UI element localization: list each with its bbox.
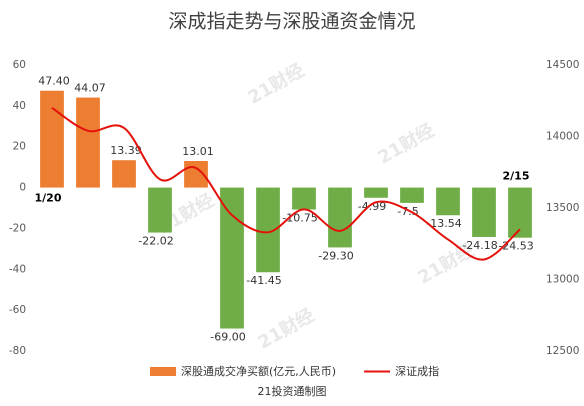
watermark: 21财经 [254,304,318,354]
data-label: -41.45 [246,274,281,287]
bar [364,187,388,198]
data-label: -24.18 [462,239,497,252]
bar [76,97,100,188]
data-label: 44.07 [74,82,106,95]
y2-tick-label: 12500 [546,345,579,357]
bar [400,187,424,203]
bar [112,160,136,188]
y-tick-label: 20 [13,141,26,153]
y2-tick-label: 13500 [546,202,579,214]
bar [292,187,316,210]
bar [220,187,244,329]
bar [436,187,460,216]
x-tick-label: 1/20 [35,192,62,205]
data-label: -13.54 [426,217,461,230]
watermark: 21财经 [374,119,438,169]
data-label: 47.40 [38,75,70,88]
data-label: -69.00 [210,331,245,344]
y-tick-label: 0 [19,182,26,194]
y-tick-label: 40 [13,100,26,112]
bar [508,187,532,238]
y-tick-label: -80 [9,345,26,357]
bar [328,187,352,248]
y2-tick-label: 14500 [546,59,579,71]
y-tick-label: -60 [9,304,26,316]
bar [472,187,496,237]
x-tick-label: 2/15 [503,170,530,183]
y-tick-label: -20 [9,222,26,234]
data-label: 13.01 [182,145,214,158]
y2-tick-label: 13000 [546,274,579,286]
chart-title: 深成指走势与深股通资金情况 [168,11,415,33]
bar [40,90,64,188]
data-label: 13.39 [110,144,142,157]
y-tick-label: 60 [13,59,26,71]
legend-label: 深证成指 [395,364,439,378]
legend-label: 深股通成交净买额(亿元,人民币) [181,364,336,378]
bar [256,187,280,273]
data-label: -29.30 [318,249,353,262]
data-label: -22.02 [138,235,173,248]
source: 21投资通制图 [258,384,327,398]
bar [148,187,172,233]
watermark: 21财经 [244,59,308,109]
legend-swatch [150,367,176,376]
line [51,107,521,261]
y-tick-label: -40 [9,263,26,275]
y2-tick-label: 14000 [546,131,579,143]
watermarks: 21财经 21财经 21财经 21财经 21财经 [154,59,478,354]
